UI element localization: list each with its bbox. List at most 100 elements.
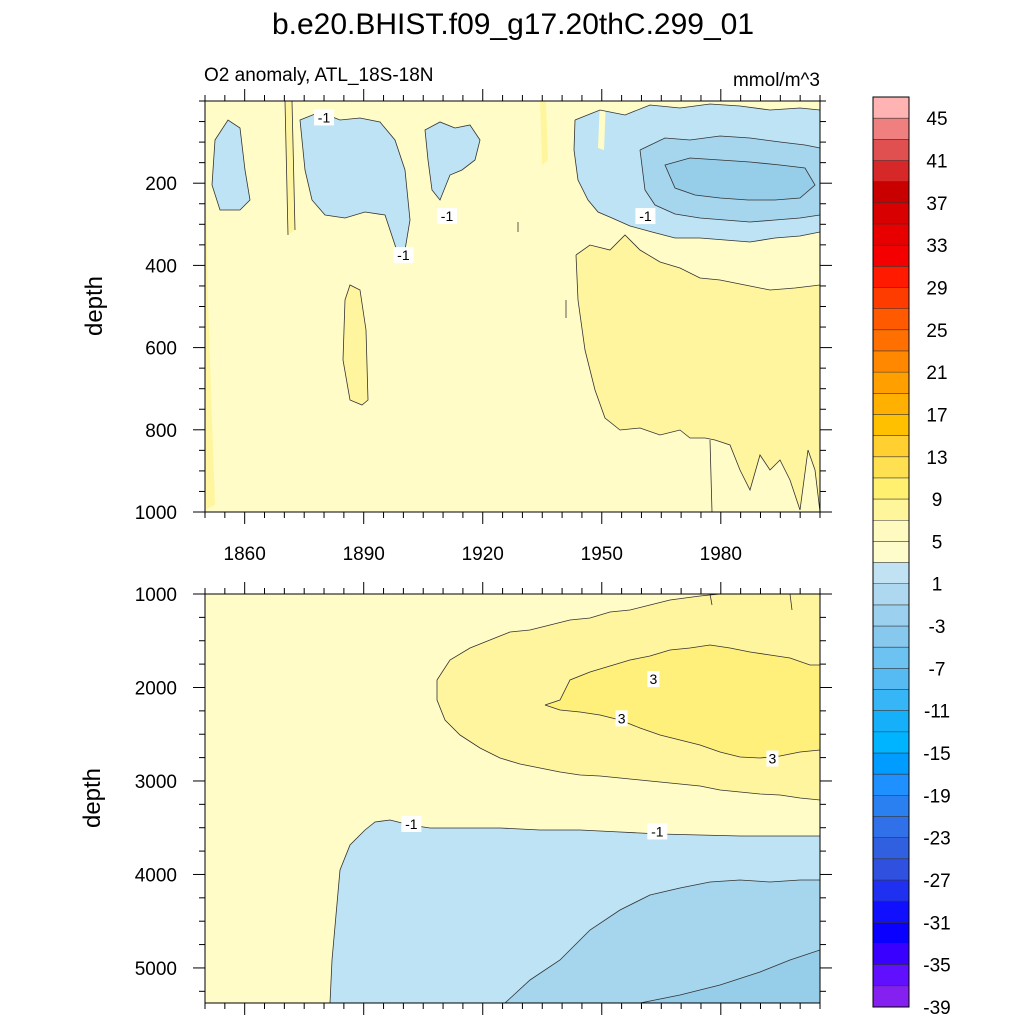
colorbar-label: 29 [926,278,947,299]
contour-label-box [647,671,660,688]
colorbar-swatch [873,499,909,521]
colorbar-swatch [873,964,909,987]
top-contour-labels: -1 -1 -1 -1 [314,109,656,264]
contour-label-box [635,208,656,225]
colorbar-label: 41 [926,151,947,172]
colorbar-swatch [873,97,909,119]
colorbar-swatch [873,731,909,754]
colorbar-swatch [873,456,909,479]
colorbar-swatch [873,308,909,331]
colorbar-swatch [873,245,909,267]
colorbar-label: -7 [929,659,946,680]
left-string: O2 anomaly, ATL_18S-18N [204,65,434,86]
colorbar-label: 45 [926,109,947,130]
colorbar-label: 37 [926,194,947,215]
bottom-y-axis-label: depth [79,768,106,828]
colorbar-label: 9 [932,490,943,511]
colorbar-label: -31 [923,913,950,934]
bottom-contour-fill [205,594,820,1003]
colorbar-swatch [873,414,909,437]
colorbar-swatch [873,223,909,246]
colorbar-swatch [873,901,909,923]
top-panel: 1860 1890 1920 1950 1980 200 400 600 800 1000 -1… [81,89,832,565]
colorbar-label: -3 [929,617,946,638]
colorbar-swatch [873,922,909,945]
figure-title: b.e20.BHIST.f09_g17.20thC.299_01 [272,8,754,41]
contour-label: 3 [649,671,657,687]
units-string: mmol/m^3 [733,70,820,91]
colorbar-swatch [873,393,909,415]
contour-label: 3 [618,710,626,726]
bottom-contour-labels: 3 3 3 -1 -1 [401,671,779,840]
colorbar-swatch [873,350,909,373]
y-tick-label: 5000 [135,959,177,980]
colorbar-label: -35 [923,956,950,977]
bottom-frame [204,593,821,1004]
colorbar-swatch [873,520,909,542]
y-tick-label: 1000 [135,503,177,524]
x-tick-label: 1920 [462,544,504,565]
top-x-axis: 1860 1890 1920 1950 1980 [204,89,821,565]
contour-label-box [437,208,458,225]
contour-label-box [647,823,668,840]
colorbar-label: 5 [932,532,943,553]
colorbar-label: 1 [932,575,943,596]
contour-label: -1 [318,109,331,125]
colorbar-swatch [873,647,909,669]
contour-label: -1 [651,823,664,839]
colorbar-swatch [873,266,909,288]
x-tick-label: 1950 [581,544,623,565]
y-tick-label: 400 [145,256,177,277]
colorbar-swatch [873,562,909,585]
colorbar-swatch [873,583,909,606]
top-y-axis: 200 400 600 800 1000 [135,100,832,524]
colorbar-label: -19 [923,786,950,807]
x-tick-label: 1890 [343,544,385,565]
x-tick-label: 1980 [700,544,742,565]
colorbar-swatch [873,181,909,204]
colorbar-swatch [873,753,909,775]
y-tick-label: 1000 [135,585,177,606]
contour-label-box [401,815,422,832]
colorbar-label: -27 [923,871,950,892]
bottom-x-axis [204,582,821,1015]
contour-label-box [615,710,628,727]
colorbar-swatch [873,202,909,225]
colorbar-swatch [873,160,909,183]
colorbar-swatch [873,435,909,458]
colorbar-label: 25 [926,321,947,342]
contour-label-box [314,109,335,126]
colorbar-swatch [873,837,909,860]
contour-label-box [393,247,414,264]
colorbar-swatch [873,372,909,394]
colorbar: 45 41 37 33 29 25 21 17 13 9 5 1 -3 -7 -11 -15 -19 -23 -27… [872,96,951,1019]
colorbar-swatch [873,604,909,627]
colorbar-swatch [873,477,909,500]
colorbar-swatch [873,626,909,648]
colorbar-swatch [873,287,909,310]
top-y-axis-label: depth [81,276,108,336]
colorbar-swatch [873,139,909,161]
y-tick-label: 600 [145,339,177,360]
y-tick-label: 200 [145,174,177,195]
contour-label-box [766,750,779,767]
y-tick-label: 3000 [135,772,177,793]
bottom-y-axis: 1000 2000 3000 4000 5000 [135,585,832,992]
y-tick-label: 800 [145,421,177,442]
bottom-panel: 1000 2000 3000 4000 5000 3 3 3 -1 -1 depth [79,582,832,1015]
y-tick-label: 4000 [135,865,177,886]
colorbar-label: -39 [923,998,950,1019]
colorbar-label: 21 [926,363,947,384]
colorbar-swatch [873,668,909,691]
colorbar-label: 13 [926,448,947,469]
colorbar-swatch [873,329,909,352]
contour-label: -1 [397,247,410,263]
y-tick-label: 2000 [135,678,177,699]
colorbar-swatch [873,985,909,1008]
colorbar-swatch [873,880,909,902]
colorbar-label: -15 [923,744,950,765]
contour-label: 3 [768,751,776,767]
colorbar-swatch [873,689,909,712]
contour-label: -1 [405,816,418,832]
